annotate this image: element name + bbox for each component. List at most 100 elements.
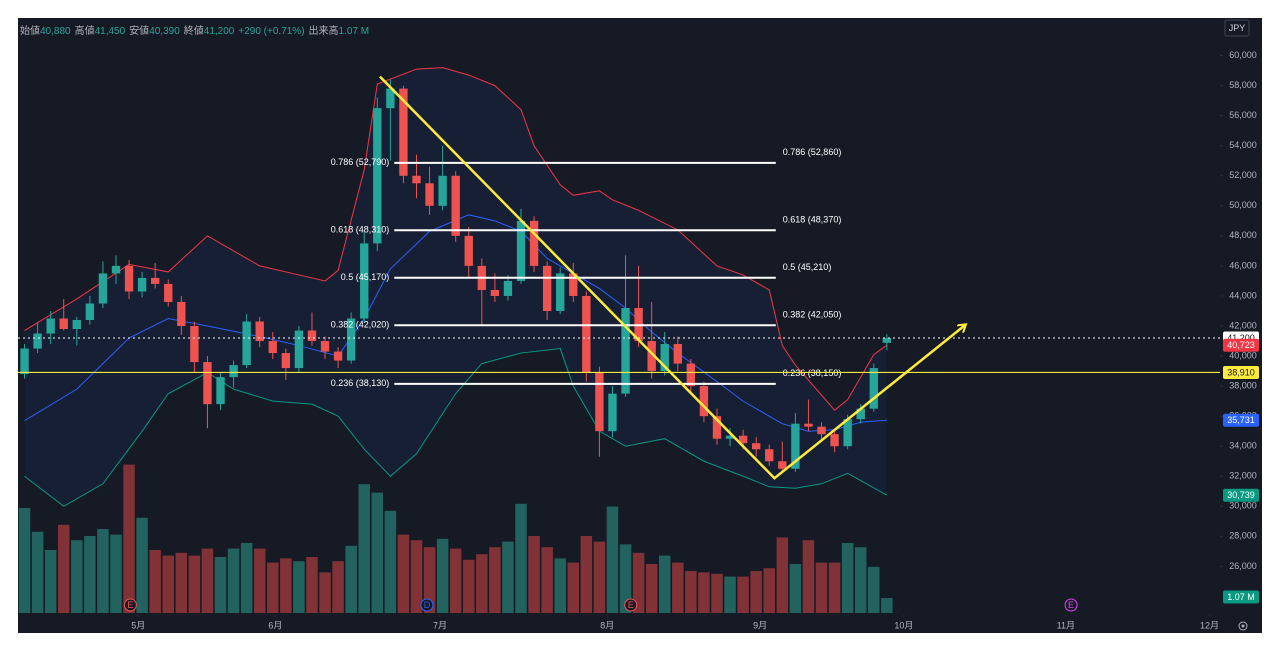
candle-body [516, 220, 526, 281]
volume-bar [371, 492, 384, 613]
candle-body [164, 283, 173, 302]
volume-bar [789, 564, 802, 613]
fib-right-label: 0.5 (45,210) [783, 262, 832, 272]
candle-body [124, 265, 134, 292]
volume-bar [645, 564, 658, 613]
settings-icon[interactable] [1238, 621, 1248, 631]
y-tick-label: 42,000 [1229, 320, 1257, 330]
fib-left-label: 0.786 (52,790) [331, 157, 390, 167]
y-tick-label: 28,000 [1229, 531, 1257, 541]
volume-bar [136, 517, 148, 613]
y-tick-label: 52,000 [1229, 170, 1257, 180]
volume-tag-label: 1.07 M [1227, 592, 1255, 602]
volume-bar [554, 558, 566, 613]
header-value: 1.07 M [338, 26, 370, 37]
candle-body [712, 416, 722, 439]
candle-body [503, 280, 513, 296]
candle-body [542, 265, 552, 311]
volume-bar [410, 540, 423, 613]
candle-body [451, 175, 460, 236]
header-value: 41,200 [203, 26, 235, 37]
band-line [24, 348, 888, 507]
candle-body [725, 435, 735, 439]
volume-bar [319, 572, 331, 613]
volume-bar [528, 536, 540, 613]
candle-body [360, 243, 369, 319]
price-tag [1223, 413, 1259, 427]
event-marker [123, 598, 137, 612]
candle-body [778, 461, 787, 469]
volume-bar [815, 562, 828, 613]
volume-bar [841, 543, 854, 613]
volume-bar [240, 543, 253, 613]
volume-bar [881, 598, 893, 613]
volume-bar [619, 544, 632, 613]
volume-bar [345, 545, 357, 613]
volume-bar [110, 534, 122, 613]
candle-body [438, 175, 447, 206]
candle-body [72, 320, 81, 330]
fib-left-label: 0.618 (48,310) [331, 225, 390, 235]
x-tick-label: 9月 [753, 620, 767, 630]
volume-bar [384, 510, 397, 613]
price-tag-label: 38,910 [1227, 367, 1255, 377]
candle-body [647, 341, 656, 372]
candle-body [621, 307, 630, 394]
event-marker [420, 598, 434, 612]
x-tick-label: 7月 [433, 620, 447, 630]
volume-bar [802, 540, 815, 613]
candle-body [111, 265, 121, 274]
candle-body [490, 289, 500, 296]
currency-box[interactable] [1224, 19, 1250, 37]
candle-body [307, 330, 317, 342]
candle-body [399, 88, 408, 176]
volume-bar [763, 568, 775, 613]
y-tick-label: 48,000 [1229, 230, 1257, 240]
volume-bar [449, 548, 462, 613]
volume-bar [84, 536, 96, 613]
settings-icon-dot [1241, 624, 1245, 628]
volume-bar [632, 552, 645, 613]
volume-bar [175, 552, 188, 613]
x-tick-label: 11月 [1057, 620, 1075, 630]
event-label: D [424, 600, 431, 610]
currency: JPY [1229, 23, 1246, 33]
volume-bar [436, 538, 449, 613]
volume-bar [515, 503, 527, 613]
volume-bar [44, 550, 57, 613]
event-label: E [1068, 600, 1074, 610]
event-marker [1064, 598, 1078, 612]
candle-body [216, 377, 225, 405]
candle-body [817, 426, 826, 435]
candle-body [595, 372, 604, 432]
candle-body [673, 344, 682, 364]
volume-bar [580, 536, 593, 613]
band-fill [24, 67, 887, 507]
price-tag-label: 30,739 [1227, 490, 1255, 500]
volume-bar [57, 524, 70, 613]
candle-body [85, 303, 95, 321]
volume-tag [1223, 590, 1259, 604]
candle-body [242, 321, 251, 366]
candle-body [869, 368, 878, 409]
header-value: +290 (+0.71%) [238, 26, 305, 37]
volume-bar [593, 541, 606, 613]
volume-bar [476, 554, 488, 613]
volume-bar [97, 529, 109, 613]
volume-bar [854, 547, 867, 613]
candle-body [268, 341, 277, 354]
volume-bar [750, 571, 762, 613]
y-tick-label: 58,000 [1229, 80, 1257, 90]
candle-body [177, 301, 186, 327]
ohlc-header: 始値40,880 高値41,450 安値40,390 終値41,200 +290 (+0… [20, 22, 373, 37]
candle-body [137, 277, 147, 292]
candle-body [830, 434, 839, 447]
candle-body [98, 273, 108, 304]
y-tick-label: 34,000 [1229, 441, 1257, 451]
volume-bar [672, 562, 684, 613]
fib-right-label: 0.618 (48,370) [783, 215, 842, 225]
volume-bar [293, 561, 305, 613]
candle-body [882, 338, 892, 343]
volume-bar [567, 562, 580, 613]
y-tick-label: 44,000 [1229, 290, 1257, 300]
